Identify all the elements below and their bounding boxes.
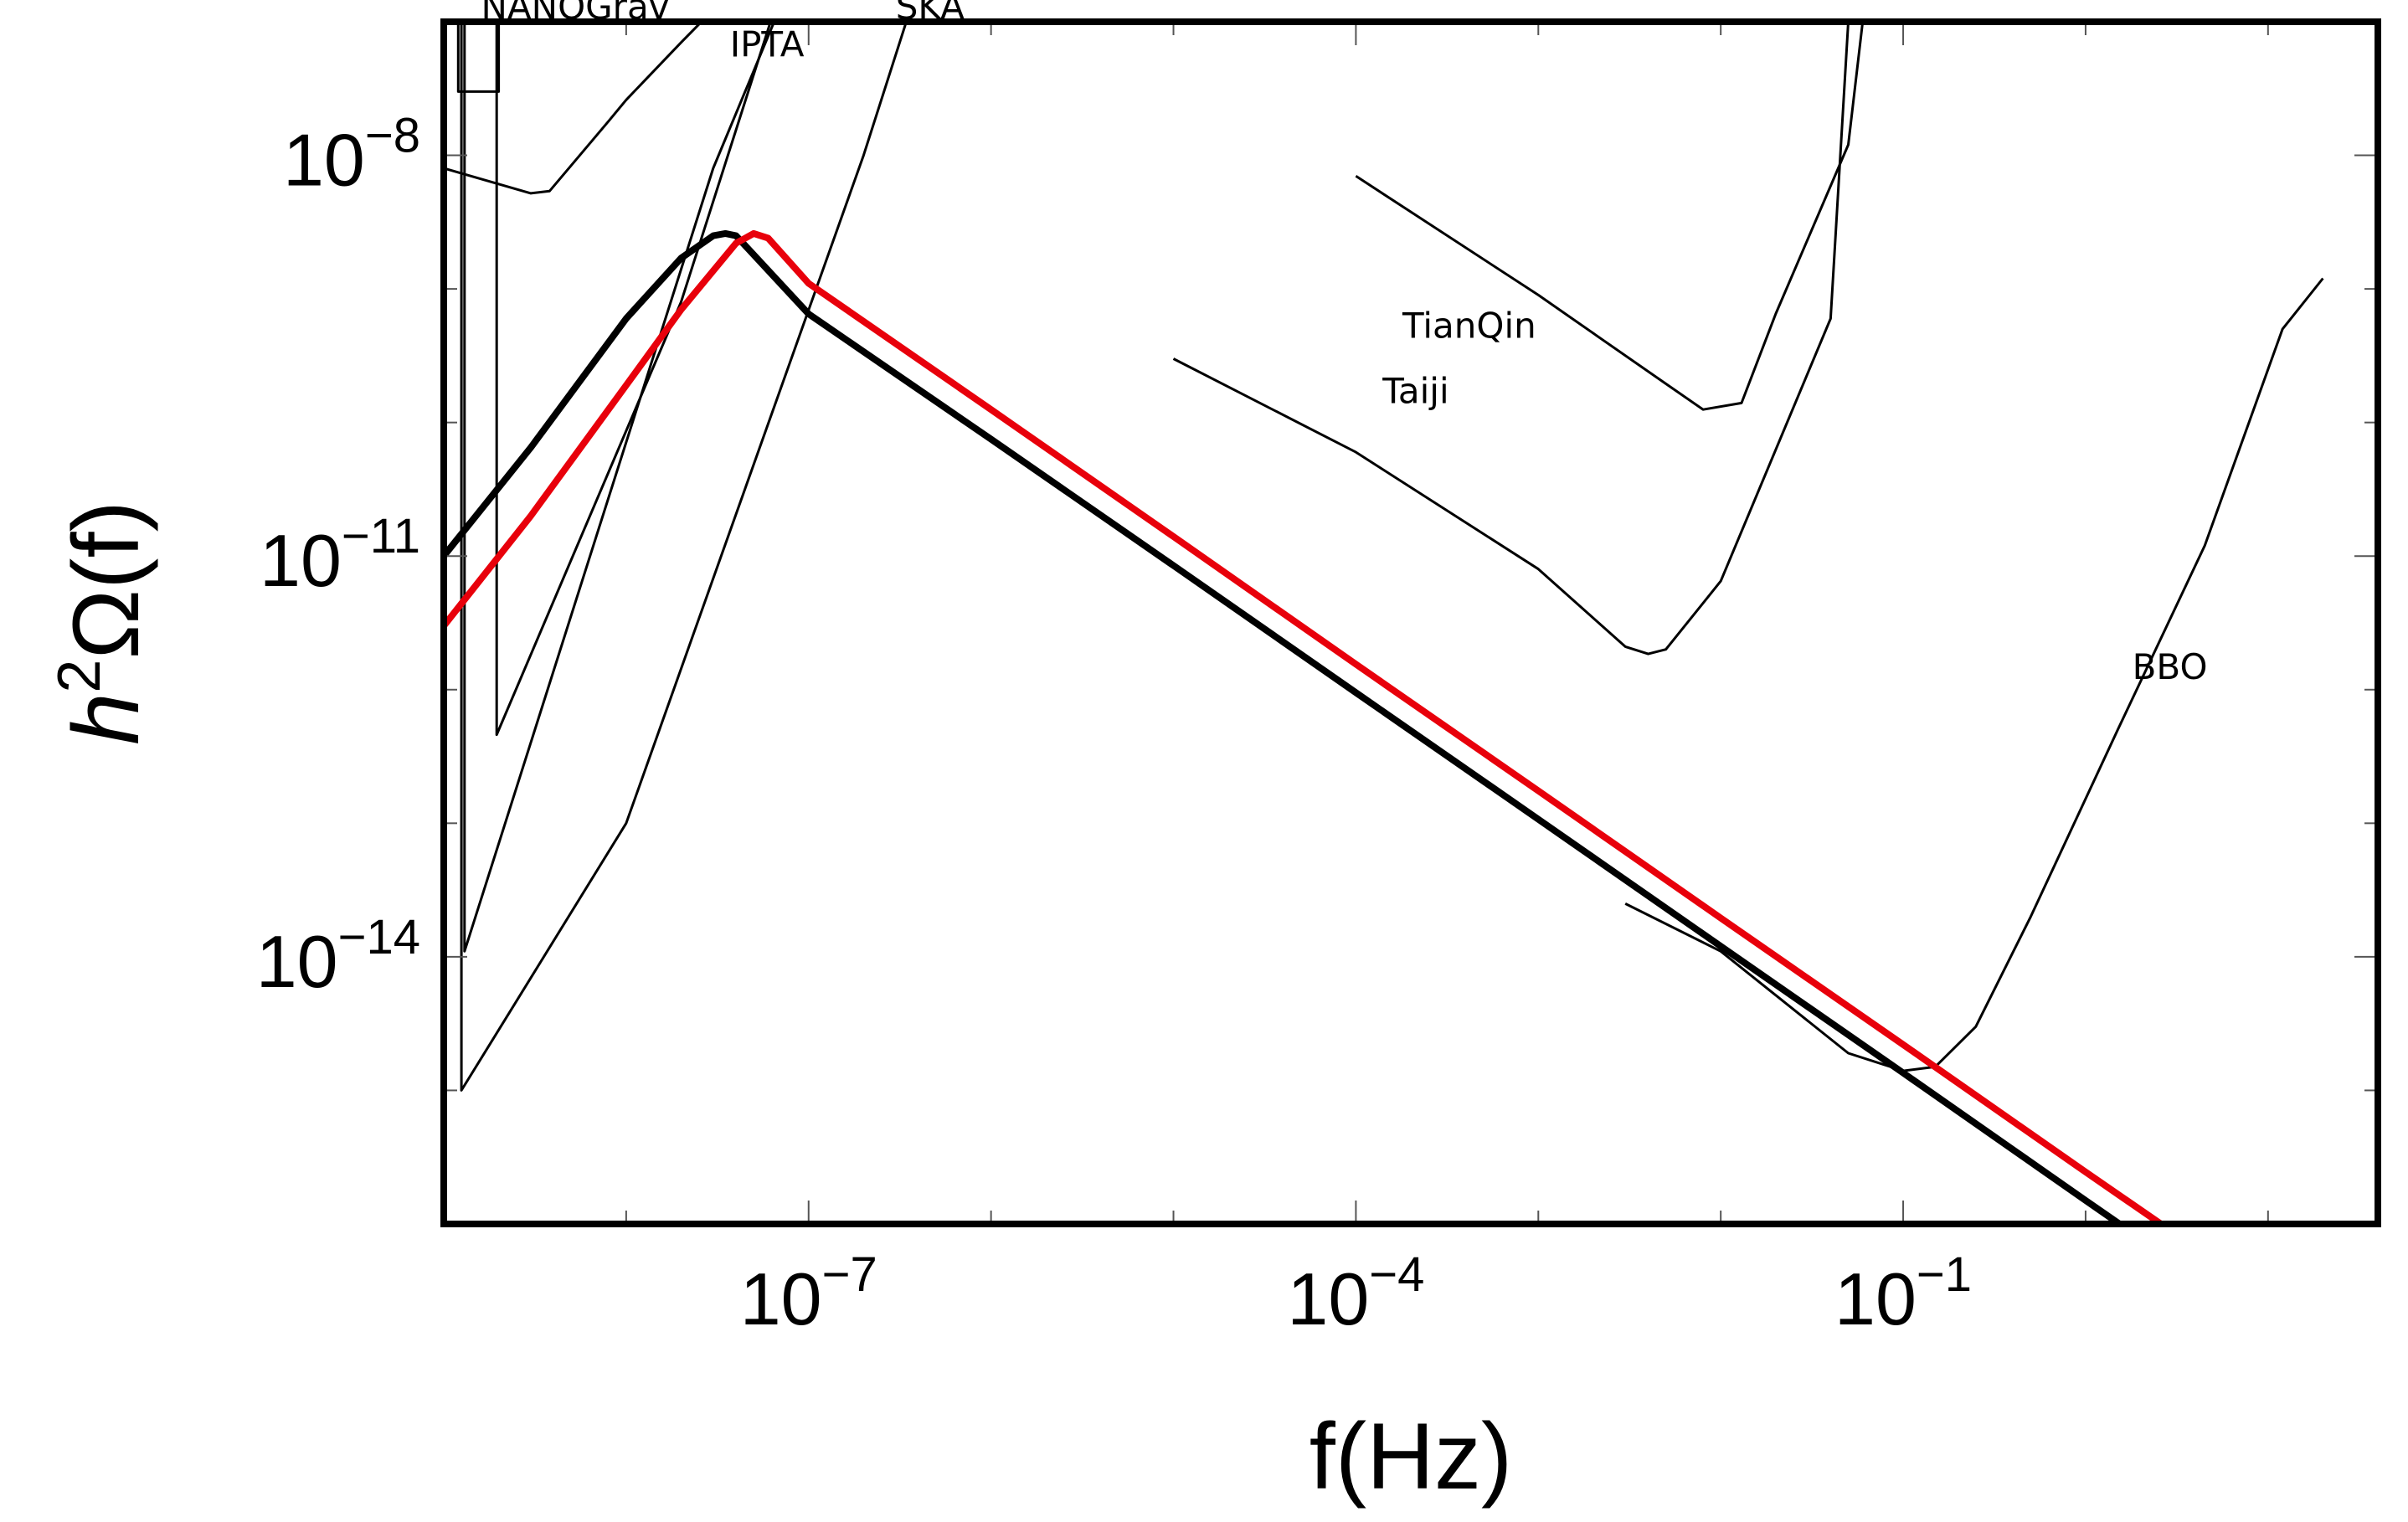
series-line-taiji [1172, 22, 1850, 656]
y-tick-label: 10−11 [260, 509, 420, 602]
curve-label-bbo: BBO [2133, 646, 2208, 687]
series-line-nanograv [456, 22, 501, 93]
curve-label-tianqin: TianQin [1402, 306, 1536, 347]
y-axis-title-base: h [54, 693, 158, 745]
series-line-model-black [444, 229, 2126, 1224]
y-tick-label: 10−8 [283, 109, 420, 202]
y-axis-title-rest: Ω(f) [54, 501, 158, 659]
x-tick-label: 10−1 [1834, 1247, 1972, 1340]
plot-frame [440, 18, 2381, 1227]
series-line-bbo [1624, 277, 2324, 1072]
axis-ticks: 10−7 10−4 10−1 10−8 10−11 10−14 [256, 21, 2378, 1340]
y-tick-label: 10−14 [256, 910, 420, 1003]
x-tick-label: 10−7 [740, 1247, 877, 1340]
plot-marks [444, 22, 2324, 1224]
series-line-ipta-left [495, 22, 772, 737]
series-line-tianqin [1355, 22, 1865, 411]
curve-label-ipta: IPTA [730, 23, 805, 64]
curve-label-taiji: Taiji [1382, 370, 1448, 411]
x-tick-label: 10−4 [1287, 1247, 1424, 1340]
series-line-nanograv-curve [444, 22, 703, 195]
y-axis-title-sup: 2 [46, 660, 113, 693]
series-line-model-red [444, 229, 2167, 1224]
series-line-ipta [463, 22, 776, 953]
y-axis-title: h2Ω(f) [46, 501, 158, 745]
series-line-ska [460, 22, 908, 1092]
x-axis-title: f(Hz) [1309, 1404, 1513, 1509]
